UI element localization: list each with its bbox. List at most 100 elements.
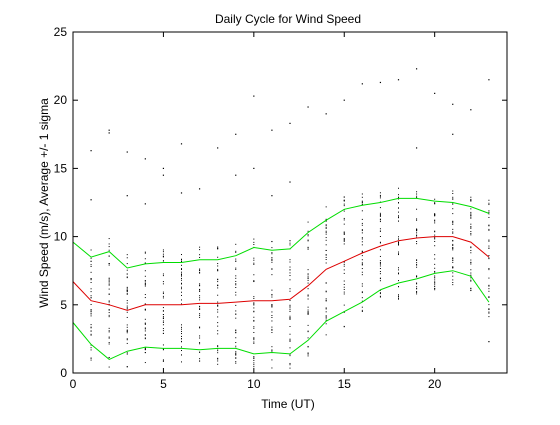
scatter-point	[452, 232, 454, 234]
scatter-point	[416, 208, 418, 210]
scatter-point	[253, 337, 255, 339]
scatter-point	[416, 286, 418, 288]
scatter-point	[452, 228, 454, 230]
scatter-point	[416, 243, 418, 245]
scatter-point	[416, 264, 418, 266]
scatter-point	[126, 353, 128, 355]
scatter-point	[162, 281, 164, 283]
scatter-point	[90, 295, 92, 297]
scatter-point	[90, 344, 92, 346]
scatter-point	[126, 352, 128, 354]
scatter-point	[379, 218, 381, 220]
scatter-point	[343, 261, 345, 263]
scatter-point	[144, 280, 146, 282]
scatter-point	[343, 203, 345, 205]
scatter-point	[90, 334, 92, 336]
scatter-point	[162, 348, 164, 350]
scatter-point	[307, 295, 309, 297]
scatter-point	[307, 324, 309, 326]
scatter-point	[289, 338, 291, 340]
scatter-point	[307, 240, 309, 242]
scatter-point	[343, 265, 345, 267]
scatter-point	[488, 239, 490, 241]
scatter-point	[162, 283, 164, 285]
scatter-point	[90, 150, 92, 152]
scatter-point	[325, 230, 327, 232]
scatter-point	[199, 271, 201, 273]
scatter-point	[235, 337, 237, 339]
scatter-point	[361, 263, 363, 265]
scatter-point	[217, 325, 219, 327]
scatter-point	[144, 328, 146, 330]
scatter-point	[289, 266, 291, 268]
scatter-point	[325, 113, 327, 115]
scatter-point	[325, 323, 327, 325]
scatter-point	[181, 294, 182, 296]
scatter-point	[253, 257, 255, 259]
scatter-point	[162, 317, 164, 319]
scatter-point	[235, 133, 237, 135]
scatter-point	[126, 324, 128, 326]
scatter-point	[253, 319, 255, 321]
scatter-point	[416, 283, 418, 285]
scatter-point	[289, 310, 291, 312]
scatter-point	[470, 231, 472, 233]
scatter-point	[253, 331, 255, 333]
scatter-point	[253, 320, 255, 322]
scatter-point	[307, 106, 309, 108]
scatter-point	[126, 330, 128, 332]
scatter-point	[488, 312, 490, 314]
scatter-point	[289, 181, 291, 183]
scatter-point	[271, 129, 273, 131]
scatter-point	[325, 319, 327, 321]
scatter-point	[470, 213, 472, 215]
scatter-point	[343, 232, 345, 234]
scatter-point	[108, 312, 110, 314]
scatter-point	[361, 262, 363, 264]
scatter-point	[217, 147, 219, 149]
scatter-point	[289, 315, 291, 317]
scatter-point	[452, 266, 454, 268]
scatter-point	[416, 232, 418, 234]
scatter-point	[199, 360, 201, 362]
scatter-point	[488, 311, 490, 313]
scatter-point	[217, 284, 219, 286]
scatter-point	[199, 295, 201, 297]
scatter-point	[379, 265, 381, 267]
scatter-point	[90, 309, 92, 311]
scatter-point	[452, 231, 454, 233]
scatter-point	[108, 309, 110, 311]
scatter-point	[90, 297, 92, 299]
scatter-point	[126, 263, 128, 265]
scatter-point	[361, 264, 363, 266]
scatter-point	[217, 294, 219, 296]
scatter-point	[181, 333, 182, 335]
scatter-point	[416, 293, 418, 295]
scatter-point	[361, 259, 363, 261]
scatter-point	[181, 261, 182, 263]
scatter-point	[470, 223, 472, 225]
scatter-point	[470, 279, 472, 281]
scatter-point	[452, 240, 454, 242]
scatter-point	[325, 227, 327, 229]
scatter-point	[199, 314, 201, 316]
scatter-point	[470, 274, 472, 276]
scatter-point	[235, 357, 237, 359]
scatter-point	[271, 195, 273, 197]
scatter-point	[181, 291, 182, 293]
scatter-point	[452, 257, 454, 259]
scatter-point	[307, 273, 309, 275]
scatter-point	[289, 244, 291, 246]
scatter-point	[181, 258, 182, 260]
scatter-point	[108, 264, 110, 266]
scatter-point	[199, 342, 201, 344]
scatter-point	[235, 353, 237, 355]
scatter-point	[379, 235, 381, 237]
scatter-point	[181, 254, 182, 256]
scatter-point	[217, 309, 219, 311]
scatter-point	[289, 290, 291, 292]
scatter-point	[217, 316, 219, 318]
scatter-point	[452, 247, 454, 249]
scatter-point	[307, 235, 309, 237]
scatter-point	[416, 191, 418, 193]
